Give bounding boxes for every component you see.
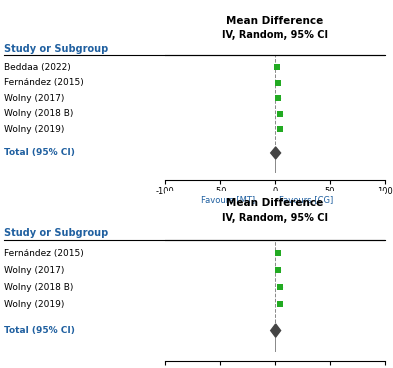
Text: Favours [MT]: Favours [MT] [201, 195, 255, 204]
Text: Wolny (2017): Wolny (2017) [4, 266, 64, 275]
Text: Mean Difference: Mean Difference [226, 198, 324, 208]
Text: IV, Random, 95% CI: IV, Random, 95% CI [222, 30, 328, 40]
Text: Wolny (2017): Wolny (2017) [4, 94, 64, 103]
Text: Wolny (2019): Wolny (2019) [4, 124, 64, 134]
Text: Wolny (2018 B): Wolny (2018 B) [4, 109, 73, 118]
Text: Total (95% CI): Total (95% CI) [4, 326, 75, 335]
Text: Wolny (2018 B): Wolny (2018 B) [4, 283, 73, 292]
Text: Fernández (2015): Fernández (2015) [4, 78, 84, 87]
Text: Fernández (2015): Fernández (2015) [4, 249, 84, 258]
Polygon shape [271, 324, 281, 337]
Text: Study or Subgroup: Study or Subgroup [4, 44, 108, 54]
Text: Mean Difference: Mean Difference [226, 16, 324, 26]
Text: Total (95% CI): Total (95% CI) [4, 148, 75, 158]
Text: Beddaa (2022): Beddaa (2022) [4, 63, 71, 72]
Polygon shape [271, 147, 281, 159]
Text: Favours [CG]: Favours [CG] [279, 195, 333, 204]
Text: IV, Random, 95% CI: IV, Random, 95% CI [222, 213, 328, 223]
Text: Study or Subgroup: Study or Subgroup [4, 228, 108, 238]
Text: Wolny (2019): Wolny (2019) [4, 300, 64, 309]
